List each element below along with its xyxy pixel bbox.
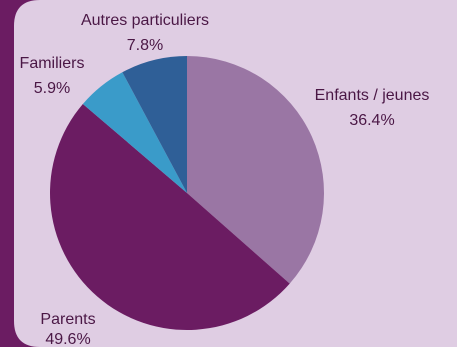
slice-value-parents: 49.6% [45,331,90,347]
pie-slice-2 [82,72,187,193]
pie-slice-1 [49,103,290,331]
slice-label-autres: Autres particuliers [81,12,209,29]
slice-value-autres: 7.8% [127,37,163,54]
pie-slice-0 [187,56,325,284]
slice-value-familiers: 5.9% [34,80,70,97]
pie-slice-3 [122,56,187,193]
slice-value-enfants: 36.4% [349,112,394,129]
slice-label-parents: Parents [40,311,95,328]
slice-label-enfants: Enfants / jeunes [315,87,430,104]
slice-label-familiers: Familiers [20,55,85,72]
